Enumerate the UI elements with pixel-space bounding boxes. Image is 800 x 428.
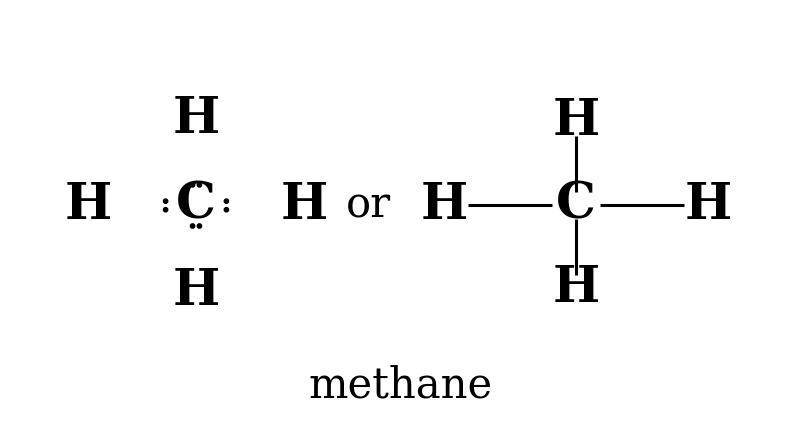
Text: C: C bbox=[556, 181, 596, 230]
Circle shape bbox=[163, 208, 168, 212]
Text: or: or bbox=[346, 184, 390, 226]
Text: H: H bbox=[64, 181, 112, 230]
Text: H: H bbox=[172, 267, 220, 315]
Text: C: C bbox=[176, 181, 216, 230]
Circle shape bbox=[224, 199, 229, 203]
Text: H: H bbox=[420, 181, 468, 230]
Text: H: H bbox=[684, 181, 732, 230]
Circle shape bbox=[198, 183, 202, 187]
Circle shape bbox=[163, 199, 168, 203]
Circle shape bbox=[224, 208, 229, 212]
Text: H: H bbox=[552, 98, 600, 146]
Text: H: H bbox=[172, 95, 220, 144]
Circle shape bbox=[190, 224, 194, 228]
Circle shape bbox=[190, 183, 194, 187]
Circle shape bbox=[198, 224, 202, 228]
Text: H: H bbox=[552, 265, 600, 313]
Text: methane: methane bbox=[308, 364, 492, 406]
Text: H: H bbox=[280, 181, 328, 230]
